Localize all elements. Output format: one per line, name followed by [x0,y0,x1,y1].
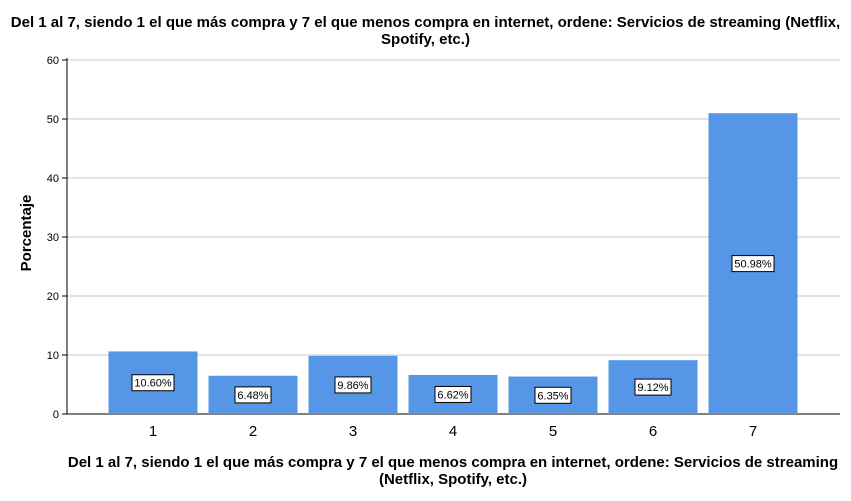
x-tick-label: 2 [249,423,257,440]
chart-title: Del 1 al 7, siendo 1 el que más compra y… [10,14,841,48]
data-label: 9.12% [637,382,668,394]
data-label: 9.86% [337,380,368,392]
data-label: 6.48% [237,390,268,402]
data-label: 10.60% [134,378,172,390]
y-tick-label: 50 [47,114,59,126]
x-tick-label: 3 [349,423,357,440]
x-axis-label: Del 1 al 7, siendo 1 el que más compra y… [67,454,839,488]
y-tick-label: 60 [47,55,59,67]
data-label-box [731,255,775,273]
y-tick-label: 10 [47,350,59,362]
data-label: 6.35% [537,390,568,402]
data-label-box [534,386,572,404]
data-label: 6.62% [437,389,468,401]
y-tick-label: 0 [53,409,59,421]
data-label-box [131,374,175,392]
data-label-box [634,378,672,396]
data-label-box [434,385,472,403]
x-tick-label: 4 [449,423,457,440]
y-tick-label: 30 [47,232,59,244]
data-label: 50.98% [734,259,772,271]
y-tick-label: 20 [47,291,59,303]
y-tick-label: 40 [47,173,59,185]
x-tick-label: 7 [749,423,757,440]
x-tick-label: 6 [649,423,657,440]
data-label-box [334,376,372,394]
y-axis-label: Porcentaje [18,195,35,272]
x-tick-label: 1 [149,423,157,440]
x-tick-label: 5 [549,423,557,440]
data-label-box [234,386,272,404]
